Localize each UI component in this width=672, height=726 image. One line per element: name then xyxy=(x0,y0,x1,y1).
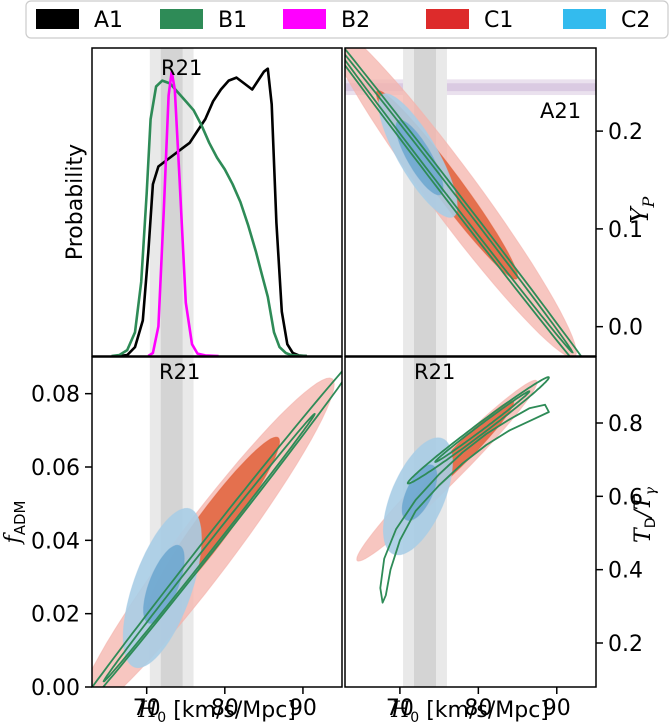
yp-axis-tick-label: 0.0 xyxy=(608,316,643,341)
fadm-axis-tick-label: 0.08 xyxy=(31,383,80,408)
ylabel-yp: YP xyxy=(626,196,658,223)
fadm-axis-tick-label: 0.00 xyxy=(31,676,80,701)
td-axis-tick-label: 0.6 xyxy=(608,485,643,510)
svg-text:H0 [km/s/Mpc]: H0 [km/s/Mpc] xyxy=(390,698,549,726)
panel-bottom-right: R21 0.2 0.4 0.6 0.8 70 80 90 TD/Tγ H0 [km/s/M… xyxy=(344,356,659,726)
h0-axis-right-tick-label: 90 xyxy=(543,696,571,721)
td-axis-tick-label: 0.2 xyxy=(608,632,643,657)
panel-top-right: A21 0.0 0.1 0.2 YP xyxy=(344,47,658,357)
a21-band-1sigma xyxy=(345,83,596,92)
svg-text:H0 [km/s/Mpc]: H0 [km/s/Mpc] xyxy=(137,698,296,726)
yp-axis-tick-label: 0.2 xyxy=(608,120,643,145)
posterior-line-b2 xyxy=(147,70,219,356)
panel-top-left: R21 Probability xyxy=(63,47,343,357)
legend-label-a1: A1 xyxy=(94,8,123,33)
td-axis-tick-label: 0.4 xyxy=(608,559,643,584)
panel-frame-top-left xyxy=(91,47,343,357)
legend-swatch-c1 xyxy=(426,9,469,29)
ylabel-td-tgamma: TD/Tγ xyxy=(631,486,659,543)
panel-bottom-left: R21 0.00 0.02 0.04 0.06 0.08 70 80 90 fADM H0 … xyxy=(1,356,343,726)
fadm-axis-tick-label: 0.06 xyxy=(31,456,80,481)
h0-axis-right-tick-label: 80 xyxy=(464,696,492,721)
td-axis-tick-label: 0.8 xyxy=(608,412,643,437)
h0-axis-right-tick-label: 70 xyxy=(386,696,414,721)
yp-axis-tick-label: 0.1 xyxy=(608,218,643,243)
fadm-axis-tick-label: 0.04 xyxy=(31,529,80,554)
annotation-r21-bottom-left: R21 xyxy=(159,360,200,384)
posterior-line-a1 xyxy=(119,67,307,356)
posterior-line-b1 xyxy=(111,79,307,356)
fadm-axis-tick-label: 0.02 xyxy=(31,603,80,628)
legend-label-b1: B1 xyxy=(218,8,247,33)
h0-axis-left-tick-label: 70 xyxy=(133,696,161,721)
svg-text:TD/Tγ: TD/Tγ xyxy=(631,486,659,543)
b1-contour-inner xyxy=(434,390,531,463)
legend-label-c2: C2 xyxy=(621,8,650,33)
svg-text:fADM: fADM xyxy=(1,501,29,546)
legend-swatch-b2 xyxy=(283,9,326,29)
legend-swatch-c2 xyxy=(563,9,606,29)
legend-swatch-a1 xyxy=(36,9,79,29)
b1-contour-inner xyxy=(102,412,316,683)
b1-contour-outer xyxy=(345,48,583,356)
h0-axis-left-tick-label: 90 xyxy=(289,696,317,721)
legend: A1 B1 B2 C1 C2 xyxy=(25,0,669,39)
annotation-r21-bottom-right: R21 xyxy=(414,360,455,384)
xlabel-h0-left: H0 [km/s/Mpc] xyxy=(137,698,296,726)
legend-label-b2: B2 xyxy=(341,8,370,33)
ylabel-fadm: fADM xyxy=(1,501,29,546)
b1-contour-tail xyxy=(379,403,550,604)
legend-label-c1: C1 xyxy=(484,8,513,33)
b1-contour-outer xyxy=(406,376,550,485)
svg-text:YP: YP xyxy=(626,196,658,223)
annotation-a21: A21 xyxy=(540,99,581,123)
panel-frame-top-right xyxy=(344,47,597,357)
h0-axis-left-tick-label: 80 xyxy=(211,696,239,721)
ylabel-probability: Probability xyxy=(63,144,88,260)
legend-swatch-b1 xyxy=(160,9,203,29)
xlabel-h0-right: H0 [km/s/Mpc] xyxy=(390,698,549,726)
b1-contour-inner xyxy=(345,53,574,354)
panel-frame-bottom-left xyxy=(91,356,343,688)
panel-frame-bottom-right xyxy=(344,356,597,688)
annotation-r21-top-left: R21 xyxy=(161,56,202,80)
b1-contour-outer xyxy=(92,370,342,687)
